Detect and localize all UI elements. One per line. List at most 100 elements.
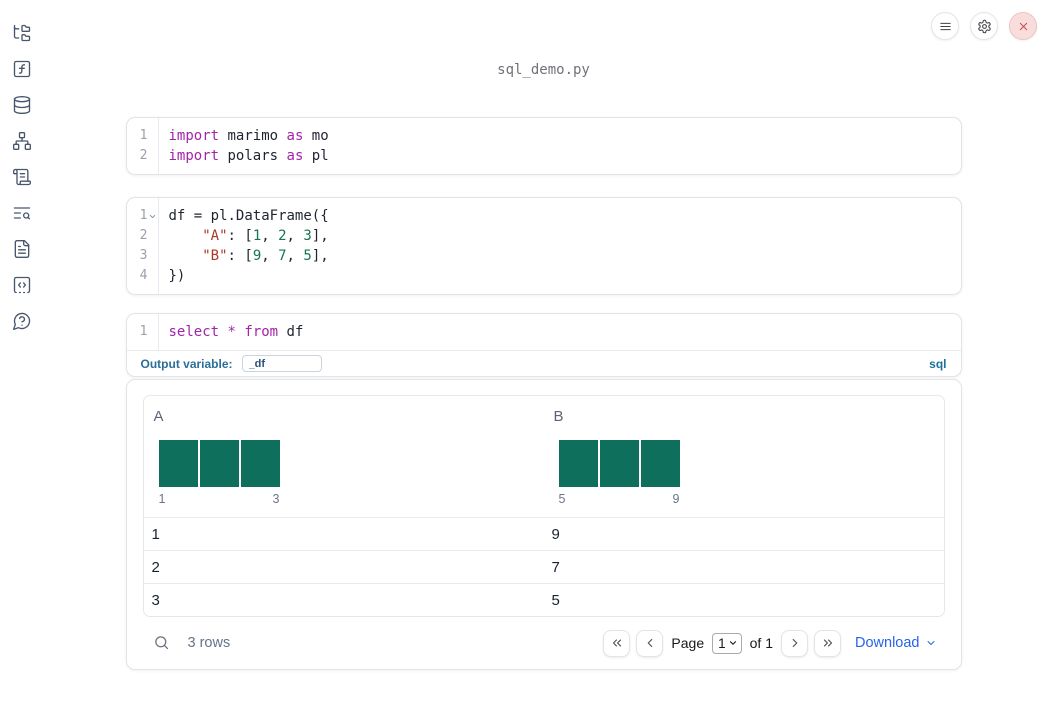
chevron-down-icon xyxy=(729,641,736,645)
notebook-filename[interactable]: sql_demo.py xyxy=(497,62,590,78)
fold-chevron-icon[interactable] xyxy=(148,212,157,221)
line-number-gutter: 1 2 3 4 xyxy=(127,198,159,294)
snippets-button[interactable] xyxy=(12,239,32,259)
sql-cell: 1 select * from df Output variable: sql xyxy=(125,313,962,377)
histogram-bar xyxy=(240,440,280,487)
histogram-bar xyxy=(640,440,680,487)
histogram-max-label: 3 xyxy=(272,492,280,506)
scratchpad-button[interactable] xyxy=(12,275,32,295)
table-cell: 2 xyxy=(151,558,160,576)
snippets-icon xyxy=(14,240,30,258)
code-line: select * from df xyxy=(168,324,304,340)
data-sources-icon xyxy=(13,96,31,114)
close-icon xyxy=(1019,22,1027,30)
notebook-menu-button[interactable] xyxy=(931,12,959,40)
scratchpad-icon xyxy=(13,276,31,294)
code-line: }) xyxy=(168,268,186,284)
line-number: 1 xyxy=(139,324,148,339)
code-editor[interactable]: 1 2 3 4 df = pl.DataFrame({ "A": [1, 2, 3],… xyxy=(127,198,961,294)
chevrons-left-icon xyxy=(612,639,622,647)
code-line: df = pl.DataFrame({ xyxy=(168,208,329,224)
page-select-value: 1 xyxy=(718,635,726,651)
column-name: A xyxy=(153,408,164,425)
table-footer: 3 rows Page 1 of 1 xyxy=(127,617,961,669)
logs-button[interactable] xyxy=(12,167,32,187)
table-cell: 1 xyxy=(151,525,160,543)
download-button[interactable]: Download xyxy=(855,635,937,651)
dependency-graph-icon xyxy=(13,132,32,150)
line-number-gutter: 1 xyxy=(127,314,159,350)
documentation-button[interactable] xyxy=(12,203,32,223)
histogram-bar xyxy=(199,440,239,487)
table-cell: 3 xyxy=(151,591,160,609)
code-content: select * from df xyxy=(159,314,961,350)
chevron-right-icon xyxy=(792,638,797,648)
code-line: import polars as pl xyxy=(168,148,329,164)
settings-button[interactable] xyxy=(970,12,998,40)
histogram-bar xyxy=(558,440,598,487)
line-number: 4 xyxy=(139,268,148,283)
line-number: 2 xyxy=(139,148,148,163)
gear-icon xyxy=(977,19,991,33)
page-label: Page xyxy=(671,635,705,651)
chevron-down-icon xyxy=(927,641,934,645)
logs-icon xyxy=(13,168,32,186)
chevrons-right-icon xyxy=(823,639,832,647)
line-number: 1 xyxy=(127,206,158,226)
output-variable-input[interactable] xyxy=(241,355,322,372)
code-line: import marimo as mo xyxy=(168,128,329,144)
histogram-bar xyxy=(158,440,198,487)
code-line: "B": [9, 7, 5], xyxy=(202,248,329,264)
line-number: 1 xyxy=(139,128,148,143)
next-page-button[interactable] xyxy=(781,629,808,657)
first-page-button[interactable] xyxy=(603,629,631,657)
file-explorer-button[interactable] xyxy=(12,23,32,43)
code-content: import marimo as mo import polars as pl xyxy=(159,118,961,174)
shutdown-button[interactable] xyxy=(1009,12,1037,40)
variables-button[interactable] xyxy=(12,59,32,79)
previous-page-button[interactable] xyxy=(636,629,664,657)
column-name: B xyxy=(553,408,564,425)
column-header-B[interactable]: B 5 9 xyxy=(544,396,944,517)
table-cell: 5 xyxy=(551,591,560,609)
code-cell-dataframe: 1 2 3 4 df = pl.DataFrame({ "A": [1, 2, 3],… xyxy=(125,197,962,295)
notebook-actions xyxy=(931,12,1037,40)
last-page-button[interactable] xyxy=(814,629,841,657)
dependency-graph-button[interactable] xyxy=(12,131,32,151)
help-button[interactable] xyxy=(12,311,32,331)
sql-editor[interactable]: 1 select * from df xyxy=(127,314,961,350)
help-icon xyxy=(13,312,31,330)
table-search-button[interactable] xyxy=(153,634,171,652)
download-label: Download xyxy=(855,635,920,651)
chevron-left-icon xyxy=(647,638,653,648)
variables-icon xyxy=(13,60,31,78)
histogram-bar xyxy=(599,440,639,487)
histogram-min-label: 1 xyxy=(158,492,166,506)
line-number: 3 xyxy=(139,248,148,263)
line-number: 2 xyxy=(139,228,148,243)
page-select[interactable]: 1 xyxy=(712,632,742,654)
row-count: 3 rows xyxy=(187,635,231,651)
histogram-min-label: 5 xyxy=(558,492,566,506)
output-variable-label: Output variable: xyxy=(140,356,233,371)
documentation-icon xyxy=(13,207,31,220)
sql-cell-footer: Output variable: sql xyxy=(126,350,961,376)
data-sources-button[interactable] xyxy=(12,95,32,115)
histogram-max-label: 9 xyxy=(672,492,680,506)
page-total-label: of 1 xyxy=(749,635,773,651)
code-line: "A": [1, 2, 3], xyxy=(202,228,329,244)
table-cell: 9 xyxy=(551,525,560,543)
